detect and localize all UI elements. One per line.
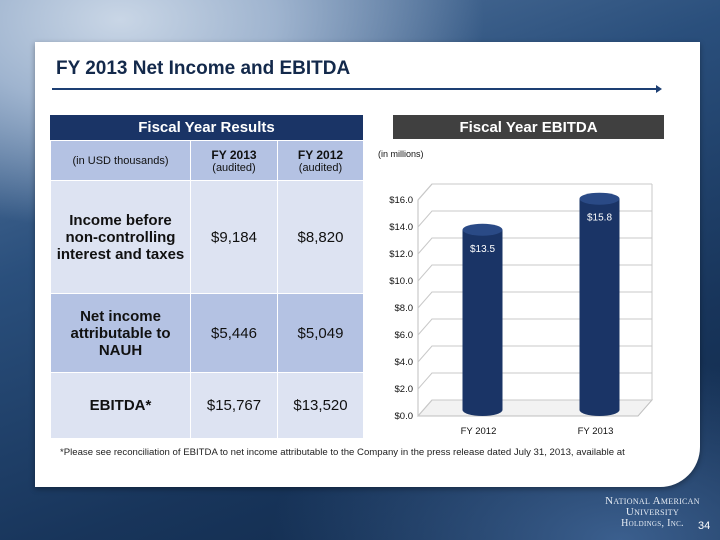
column-note: (audited) (298, 161, 343, 174)
gridline (417, 183, 652, 201)
table-heading: Fiscal Year Results (50, 115, 363, 140)
y-tick-label: $0.0 (395, 411, 414, 422)
gridline (417, 264, 652, 282)
x-tick-label: FY 2013 (578, 426, 614, 437)
slide-title: FY 2013 Net Income and EBITDA (56, 58, 351, 79)
column-note: (audited) (212, 161, 256, 174)
page-number: 34 (698, 520, 711, 532)
y-tick-label: $16.0 (389, 195, 413, 206)
y-tick-label: $6.0 (395, 330, 414, 341)
y-tick-label: $14.0 (389, 222, 413, 233)
table-header-row: (in USD thousands) FY 2013 (audited) FY 2… (50, 140, 364, 181)
bar-top (462, 223, 503, 236)
gridline (417, 237, 652, 255)
results-table: (in USD thousands) FY 2013 (audited) FY 2… (50, 140, 364, 439)
column-header: FY 2012 (audited) (277, 140, 364, 181)
row-label: Net income attributable to NAUH (50, 293, 191, 373)
y-tick-label: $10.0 (389, 276, 413, 287)
data-label: $13.5 (470, 244, 495, 255)
ebitda-bar-chart: $0.0 $2.0 $4.0 $6.0 $8.0 $10.0 $12.0 $14.0 $16.0… (389, 183, 654, 437)
row-label: EBITDA* (50, 372, 191, 439)
table-cell: $5,446 (190, 293, 278, 373)
company-logo: National American University Holdings, I… (585, 495, 720, 530)
title-rule (52, 88, 660, 90)
y-tick-label: $8.0 (395, 303, 414, 314)
table-cell: $15,767 (190, 372, 278, 439)
logo-line-2: Holdings, Inc. (621, 518, 684, 529)
row-label: Income before non-controlling interest a… (50, 180, 191, 294)
table-cell: $9,184 (190, 180, 278, 294)
chart-heading: Fiscal Year EBITDA (393, 115, 664, 139)
column-year: FY 2013 (211, 147, 257, 162)
units-label: (in USD thousands) (50, 140, 191, 181)
data-label: $15.8 (587, 213, 612, 224)
gridline (417, 291, 652, 309)
bar (579, 198, 620, 416)
table-row: EBITDA* $15,767 $13,520 (50, 372, 364, 439)
bar (462, 229, 503, 416)
gridline (417, 372, 652, 390)
chart-units-label: (in millions) (378, 149, 424, 159)
table-row: Income before non-controlling interest a… (50, 180, 364, 294)
y-tick-label: $2.0 (395, 384, 414, 395)
title-rule-arrow (656, 85, 662, 93)
gridline (417, 399, 652, 417)
footnote: *Please see reconciliation of EBITDA to … (60, 447, 625, 458)
table-cell: $8,820 (277, 180, 364, 294)
table-cell: $5,049 (277, 293, 364, 373)
y-tick-label: $4.0 (395, 357, 414, 368)
column-header: FY 2013 (audited) (190, 140, 278, 181)
gridline (417, 210, 652, 228)
column-year: FY 2012 (297, 147, 344, 162)
gridline (417, 345, 652, 363)
gridline (417, 318, 652, 336)
logo-line-1: National American University (605, 495, 700, 518)
y-tick-label: $12.0 (389, 249, 413, 260)
x-tick-label: FY 2012 (461, 426, 497, 437)
table-cell: $13,520 (277, 372, 364, 439)
table-row: Net income attributable to NAUH $5,446 $… (50, 293, 364, 373)
bar-top (579, 192, 620, 205)
